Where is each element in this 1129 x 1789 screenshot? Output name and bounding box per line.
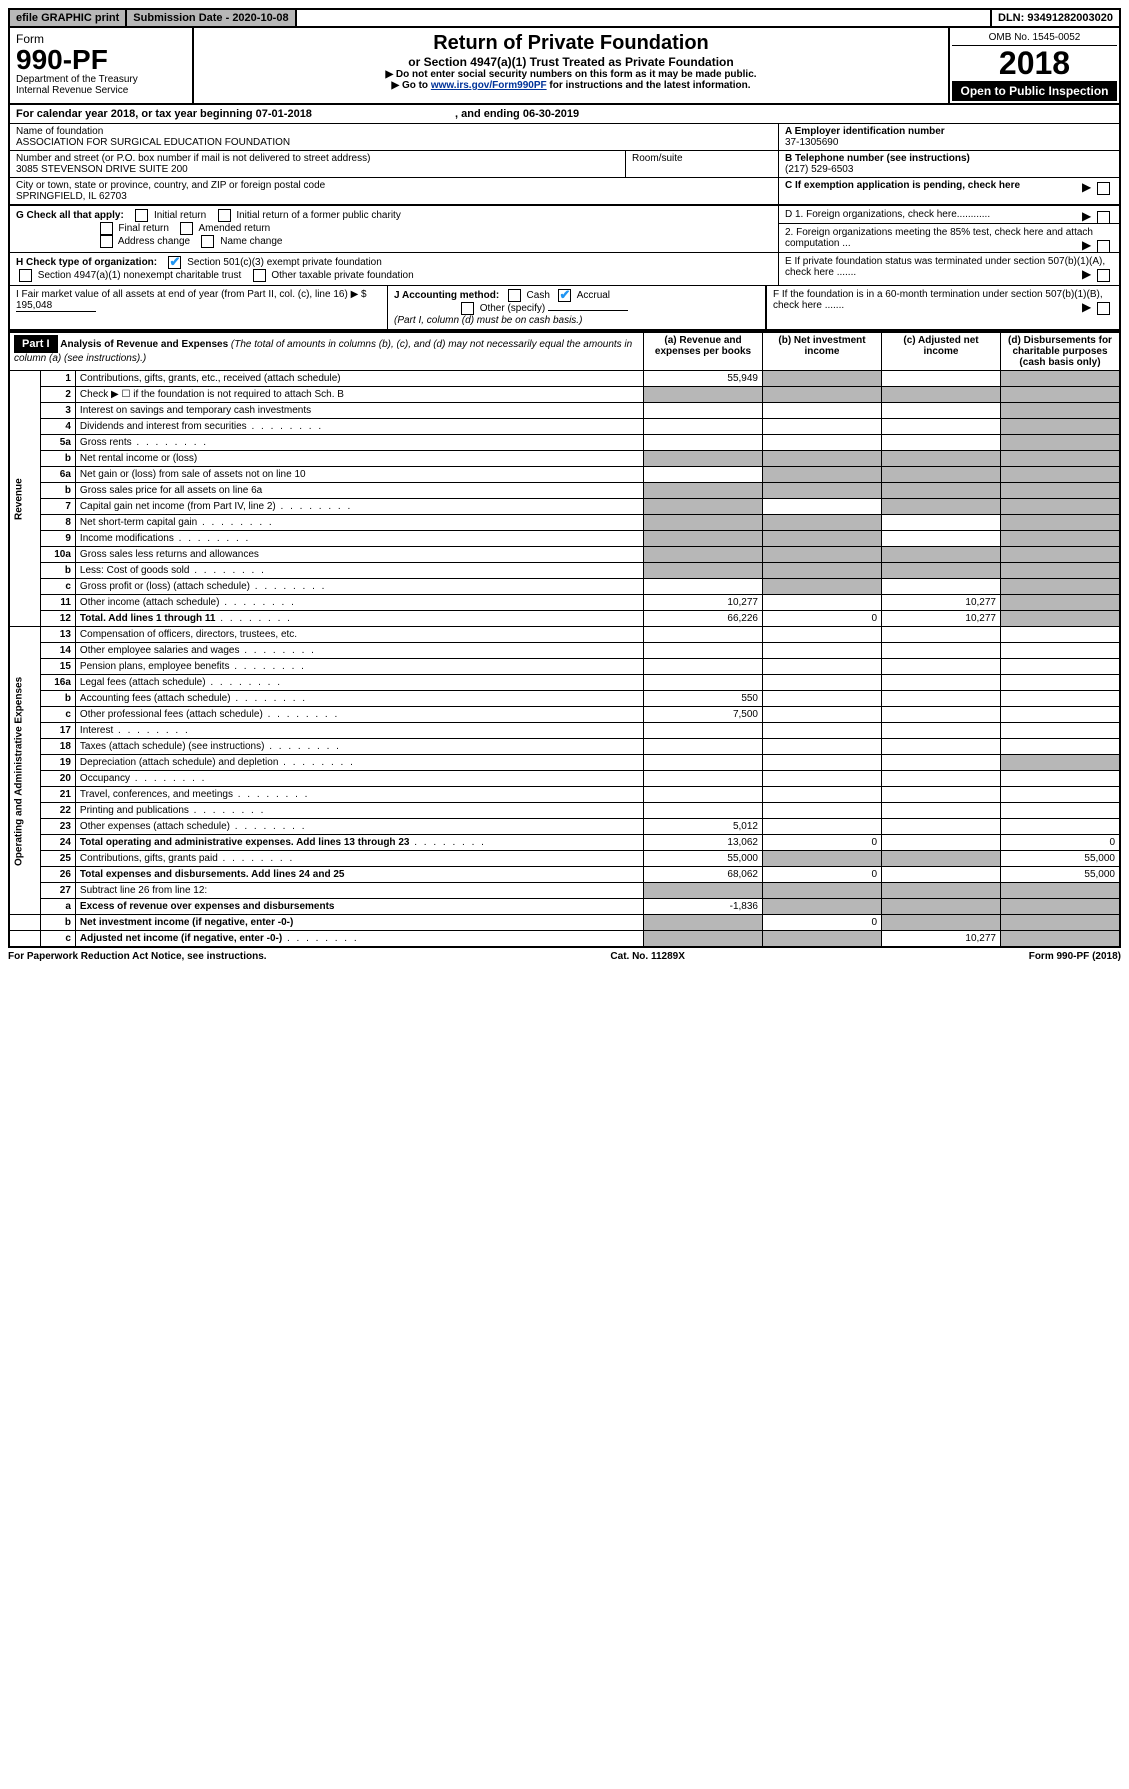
header-right: OMB No. 1545-0052 2018 Open to Public In…	[948, 28, 1119, 103]
part-i-title: Analysis of Revenue and Expenses	[60, 339, 228, 350]
footer-mid: Cat. No. 11289X	[610, 951, 684, 962]
part-i-label: Part I	[14, 335, 58, 353]
col-c-header: (c) Adjusted net income	[882, 332, 1001, 371]
open-public-label: Open to Public Inspection	[952, 81, 1117, 101]
j-label: J Accounting method:	[394, 290, 499, 301]
col-b-header: (b) Net investment income	[763, 332, 882, 371]
name-label: Name of foundation	[16, 126, 772, 137]
footer-right: Form 990-PF (2018)	[1029, 951, 1121, 962]
page-footer: For Paperwork Reduction Act Notice, see …	[8, 948, 1121, 962]
efile-print-button[interactable]: efile GRAPHIC print	[10, 10, 127, 26]
g-initial-return[interactable]	[135, 209, 148, 222]
i-label: I Fair market value of all assets at end…	[16, 289, 367, 300]
f-label: F If the foundation is in a 60-month ter…	[773, 289, 1103, 311]
phone-label: B Telephone number (see instructions)	[785, 153, 1113, 164]
addr-label: Number and street (or P.O. box number if…	[16, 153, 619, 164]
h-4947[interactable]	[19, 269, 32, 282]
addr-value: 3085 STEVENSON DRIVE SUITE 200	[16, 164, 619, 175]
d2-label: 2. Foreign organizations meeting the 85%…	[785, 227, 1093, 249]
col-d-header: (d) Disbursements for charitable purpose…	[1001, 332, 1121, 371]
room-label: Room/suite	[625, 151, 778, 177]
ein-value: 37-1305690	[785, 137, 1113, 148]
dept-label: Department of the Treasury	[16, 74, 138, 85]
h-e-section: H Check type of organization: Section 50…	[8, 253, 1121, 286]
g-address-change[interactable]	[100, 235, 113, 248]
j-other[interactable]	[461, 302, 474, 315]
h-other-taxable[interactable]	[253, 269, 266, 282]
ein-label: A Employer identification number	[785, 126, 1113, 137]
top-bar: efile GRAPHIC print Submission Date - 20…	[8, 8, 1121, 28]
g-d-section: G Check all that apply: Initial return I…	[8, 206, 1121, 253]
col-a-header: (a) Revenue and expenses per books	[644, 332, 763, 371]
g-amended-return[interactable]	[180, 222, 193, 235]
revenue-label: Revenue	[9, 371, 40, 627]
f-checkbox[interactable]	[1097, 302, 1110, 315]
expense-label: Operating and Administrative Expenses	[9, 627, 40, 915]
topbar-spacer	[297, 10, 992, 26]
i-j-f-section: I Fair market value of all assets at end…	[8, 286, 1121, 331]
h-501c3[interactable]	[168, 256, 181, 269]
g-label: G Check all that apply:	[16, 210, 124, 221]
irs-label: Internal Revenue Service	[16, 85, 128, 96]
header-center: Return of Private Foundation or Section …	[194, 28, 948, 103]
e-checkbox[interactable]	[1097, 269, 1110, 282]
irs-link[interactable]: www.irs.gov/Form990PF	[431, 80, 547, 91]
e-label: E If private foundation status was termi…	[785, 256, 1105, 278]
omb-number: OMB No. 1545-0052	[952, 30, 1117, 46]
d1-checkbox[interactable]	[1097, 211, 1110, 224]
g-initial-former[interactable]	[218, 209, 231, 222]
h-label: H Check type of organization:	[16, 257, 157, 268]
instr-2: ▶ Go to www.irs.gov/Form990PF for instru…	[200, 80, 942, 91]
form-subtitle: or Section 4947(a)(1) Trust Treated as P…	[200, 55, 942, 69]
g-final-return[interactable]	[100, 222, 113, 235]
tax-year: 2018	[952, 46, 1117, 81]
city-label: City or town, state or province, country…	[16, 180, 772, 191]
phone-value: (217) 529-6503	[785, 164, 1113, 175]
d2-checkbox[interactable]	[1097, 240, 1110, 253]
j-cash[interactable]	[508, 289, 521, 302]
c-checkbox[interactable]	[1097, 182, 1110, 195]
submission-date: Submission Date - 2020-10-08	[127, 10, 296, 26]
d1-label: D 1. Foreign organizations, check here..…	[785, 209, 990, 220]
entity-info: Name of foundation ASSOCIATION FOR SURGI…	[8, 124, 1121, 206]
calendar-year-row: For calendar year 2018, or tax year begi…	[8, 105, 1121, 124]
form-number: 990-PF	[16, 44, 108, 75]
foundation-name: ASSOCIATION FOR SURGICAL EDUCATION FOUND…	[16, 137, 772, 148]
g-name-change[interactable]	[201, 235, 214, 248]
city-value: SPRINGFIELD, IL 62703	[16, 191, 772, 202]
form-title: Return of Private Foundation	[200, 32, 942, 55]
part-i-table: Part I Analysis of Revenue and Expenses …	[8, 331, 1121, 948]
j-accrual[interactable]	[558, 289, 571, 302]
form-header: Form 990-PF Department of the Treasury I…	[8, 28, 1121, 105]
j-note: (Part I, column (d) must be on cash basi…	[394, 315, 582, 326]
i-value: 195,048	[16, 300, 96, 312]
header-left: Form 990-PF Department of the Treasury I…	[10, 28, 194, 103]
footer-left: For Paperwork Reduction Act Notice, see …	[8, 951, 267, 962]
instr-1: ▶ Do not enter social security numbers o…	[200, 69, 942, 80]
c-label: C If exemption application is pending, c…	[785, 180, 1020, 191]
dln-label: DLN: 93491282003020	[992, 10, 1119, 26]
